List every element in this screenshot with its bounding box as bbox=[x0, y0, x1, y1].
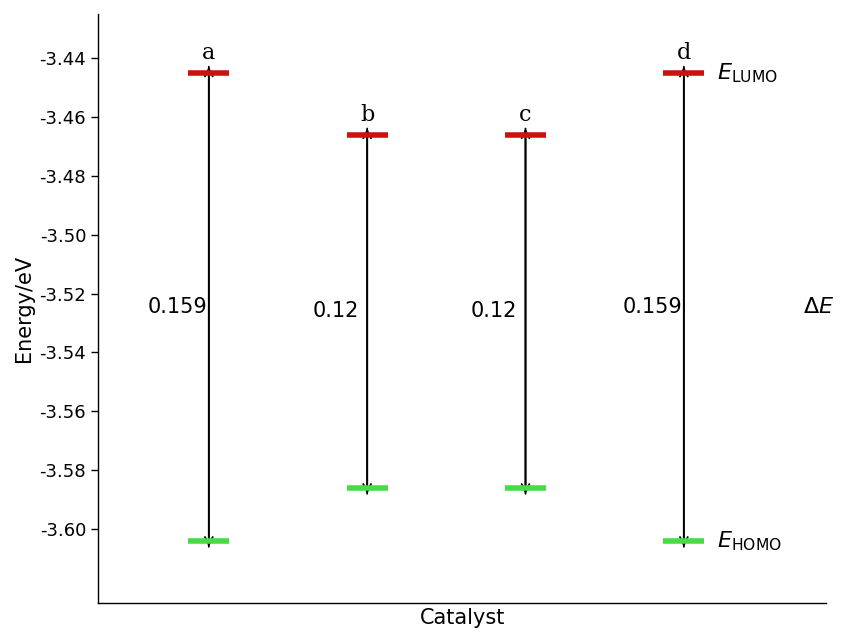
Text: a: a bbox=[202, 42, 215, 64]
Text: $\Delta E$: $\Delta E$ bbox=[802, 297, 834, 317]
Text: 0.12: 0.12 bbox=[471, 301, 517, 321]
Text: c: c bbox=[519, 104, 532, 126]
Text: 0.159: 0.159 bbox=[147, 297, 207, 317]
X-axis label: Catalyst: Catalyst bbox=[420, 608, 505, 628]
Text: $E_{\mathrm{HOMO}}$: $E_{\mathrm{HOMO}}$ bbox=[717, 529, 782, 553]
Text: $E_{\mathrm{LUMO}}$: $E_{\mathrm{LUMO}}$ bbox=[717, 61, 778, 85]
Text: b: b bbox=[360, 104, 374, 126]
Text: 0.12: 0.12 bbox=[312, 301, 359, 321]
Text: 0.159: 0.159 bbox=[622, 297, 682, 317]
Text: d: d bbox=[677, 42, 691, 64]
Y-axis label: Energy/eV: Energy/eV bbox=[14, 255, 34, 362]
